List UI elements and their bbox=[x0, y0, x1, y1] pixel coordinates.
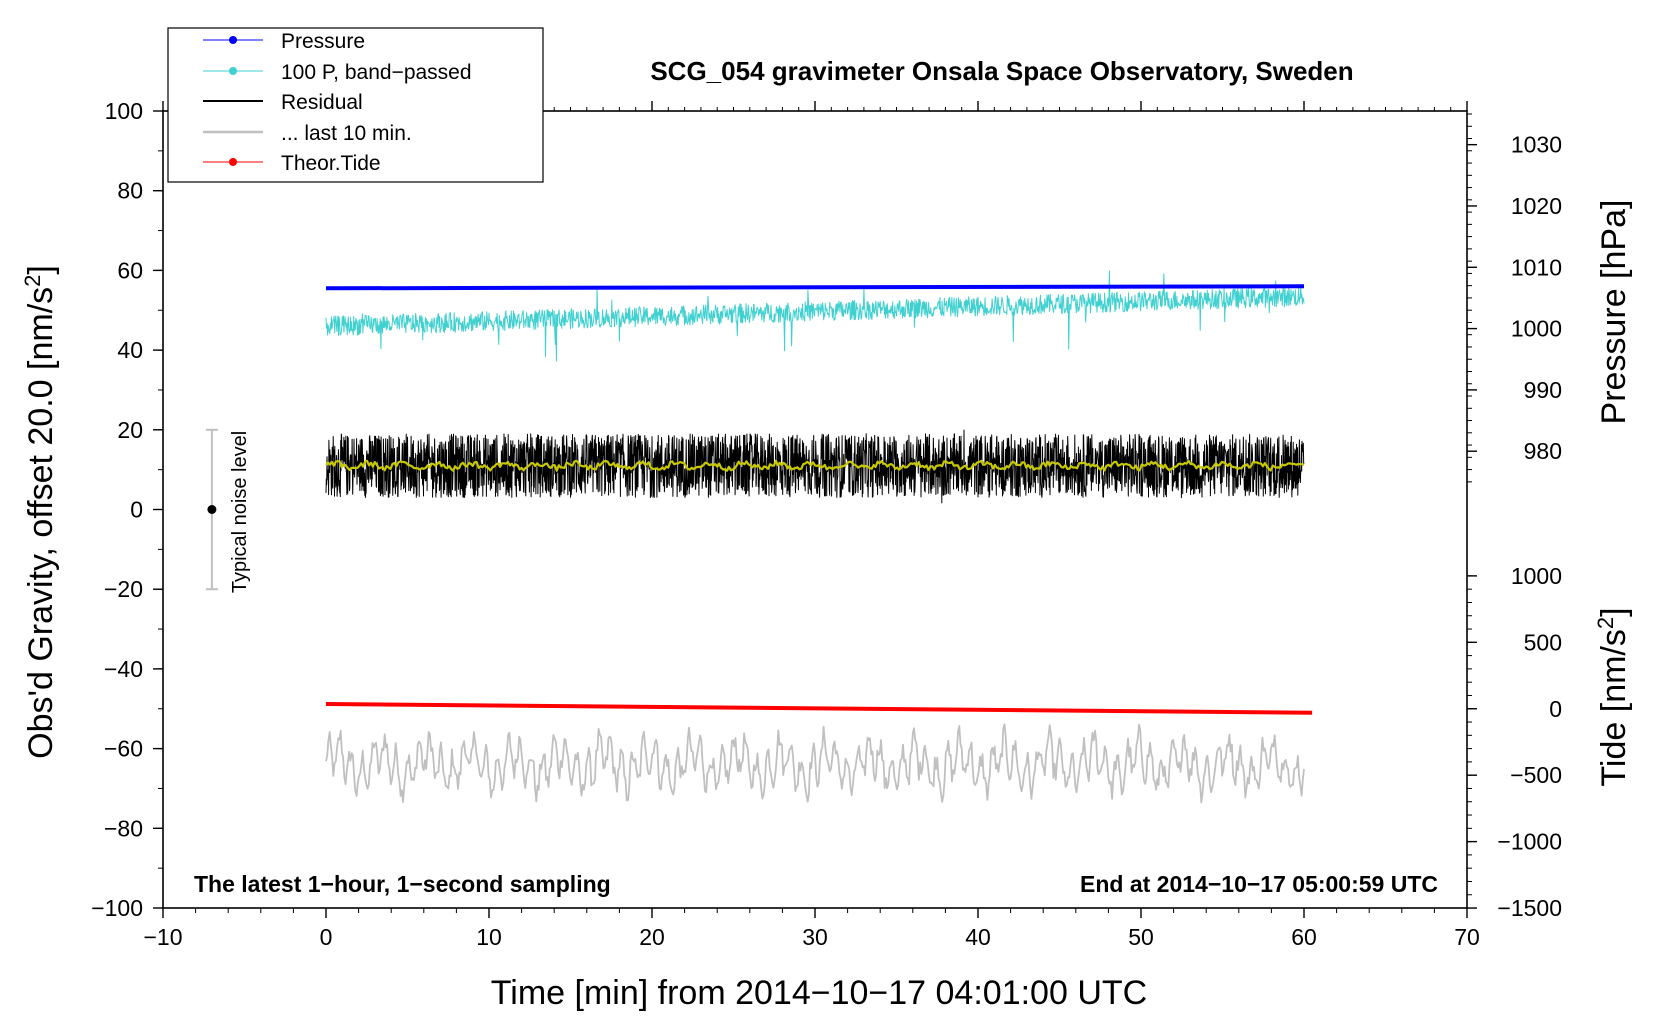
tide-tick-label: −1000 bbox=[1497, 829, 1562, 855]
series-band-passed bbox=[325, 270, 1305, 362]
series-layer bbox=[325, 270, 1313, 804]
pressure-axis-label: Pressure [hPa] bbox=[1595, 200, 1633, 425]
series-residual bbox=[325, 429, 1305, 504]
chart-title: SCG_054 gravimeter Onsala Space Observat… bbox=[650, 56, 1353, 86]
y-axis-label: Obs'd Gravity, offset 20.0 [nm/s2] bbox=[20, 265, 60, 759]
y-axis-label-text: Obs'd Gravity, offset 20.0 [nm/s bbox=[22, 287, 60, 759]
tide-axis-label-close: ] bbox=[1595, 607, 1633, 616]
tide-tick-label: 1000 bbox=[1511, 563, 1562, 589]
y-tick-label: 40 bbox=[117, 337, 143, 363]
tide-tick-label: −500 bbox=[1510, 762, 1562, 788]
tide-tick-label: 0 bbox=[1549, 696, 1562, 722]
legend-swatch-dot bbox=[229, 67, 237, 75]
x-tick-label: 30 bbox=[802, 924, 828, 950]
series-smoothed-residual bbox=[325, 459, 1305, 472]
pressure-tick-label: 1020 bbox=[1511, 193, 1562, 219]
y-tick-label: 20 bbox=[117, 417, 143, 443]
y-tick-label: 100 bbox=[105, 98, 143, 124]
y-tick-label: −80 bbox=[104, 815, 143, 841]
note-sampling: The latest 1−hour, 1−second sampling bbox=[194, 871, 611, 897]
x-tick-label: 50 bbox=[1128, 924, 1154, 950]
y-tick-label: −100 bbox=[91, 895, 143, 921]
x-tick-label: 60 bbox=[1291, 924, 1317, 950]
tide-axis-label-text: Tide [nm/s bbox=[1595, 629, 1633, 786]
legend-label-pressure: Pressure bbox=[281, 30, 365, 53]
pressure-tick-label: 1010 bbox=[1511, 254, 1562, 280]
legend-swatch-dot bbox=[229, 158, 237, 166]
x-axis-label: Time [min] from 2014−10−17 04:01:00 UTC bbox=[491, 974, 1147, 1012]
x-tick-label: 0 bbox=[320, 924, 333, 950]
pressure-tick-label: 980 bbox=[1524, 438, 1562, 464]
y-axis-label-sup: 2 bbox=[20, 275, 45, 287]
tide-axis-label-sup: 2 bbox=[1593, 617, 1618, 629]
note-end-time: End at 2014−10−17 05:00:59 UTC bbox=[1080, 871, 1438, 897]
legend-label-residual: Residual bbox=[281, 91, 363, 114]
tide-tick-label: 500 bbox=[1524, 629, 1562, 655]
legend-box bbox=[167, 27, 544, 183]
noise-bar-center-dot bbox=[207, 505, 217, 514]
series-last-10-min bbox=[325, 723, 1305, 804]
x-tick-label: 10 bbox=[476, 924, 502, 950]
axes-layer: −10 0 10 20 30 40 50 60 70−100−80−60−40−20020406… bbox=[91, 98, 1562, 950]
x-tick-label: 70 bbox=[1454, 924, 1480, 950]
pressure-tick-label: 990 bbox=[1524, 377, 1562, 403]
legend-swatch-dot bbox=[229, 36, 237, 44]
pressure-tick-label: 1000 bbox=[1511, 316, 1562, 342]
x-tick-label: 40 bbox=[965, 924, 991, 950]
legend-label-band-passed: 100 P, band−passed bbox=[281, 61, 472, 84]
y-tick-label: −20 bbox=[104, 576, 143, 602]
series-theor-tide bbox=[325, 702, 1313, 715]
x-tick-label: 20 bbox=[639, 924, 665, 950]
legend: Pressure 100 P, band−passed Residual ...… bbox=[167, 27, 544, 183]
tide-axis-label: Tide [nm/s2] bbox=[1593, 607, 1633, 786]
legend-label-theor-tide: Theor.Tide bbox=[281, 152, 381, 175]
noise-bar-label: Typical noise level bbox=[229, 431, 251, 593]
plot-frame bbox=[162, 110, 1468, 909]
tide-tick-label: −1500 bbox=[1497, 895, 1562, 921]
pressure-tick-label: 1030 bbox=[1511, 132, 1562, 158]
noise-bar: Typical noise level bbox=[205, 428, 251, 593]
y-tick-label: −40 bbox=[104, 656, 143, 682]
y-axis-label-close: ] bbox=[22, 265, 60, 274]
plot-area bbox=[162, 110, 1468, 909]
y-tick-label: 0 bbox=[130, 497, 143, 523]
x-tick-label: −10 bbox=[143, 924, 182, 950]
legend-entries: Pressure 100 P, band−passed Residual ...… bbox=[203, 30, 472, 175]
series-pressure bbox=[325, 284, 1305, 291]
legend-label-last-10-min: ... last 10 min. bbox=[281, 122, 412, 145]
y-tick-label: 80 bbox=[117, 178, 143, 204]
y-tick-label: 60 bbox=[117, 257, 143, 283]
y-tick-label: −60 bbox=[104, 736, 143, 762]
